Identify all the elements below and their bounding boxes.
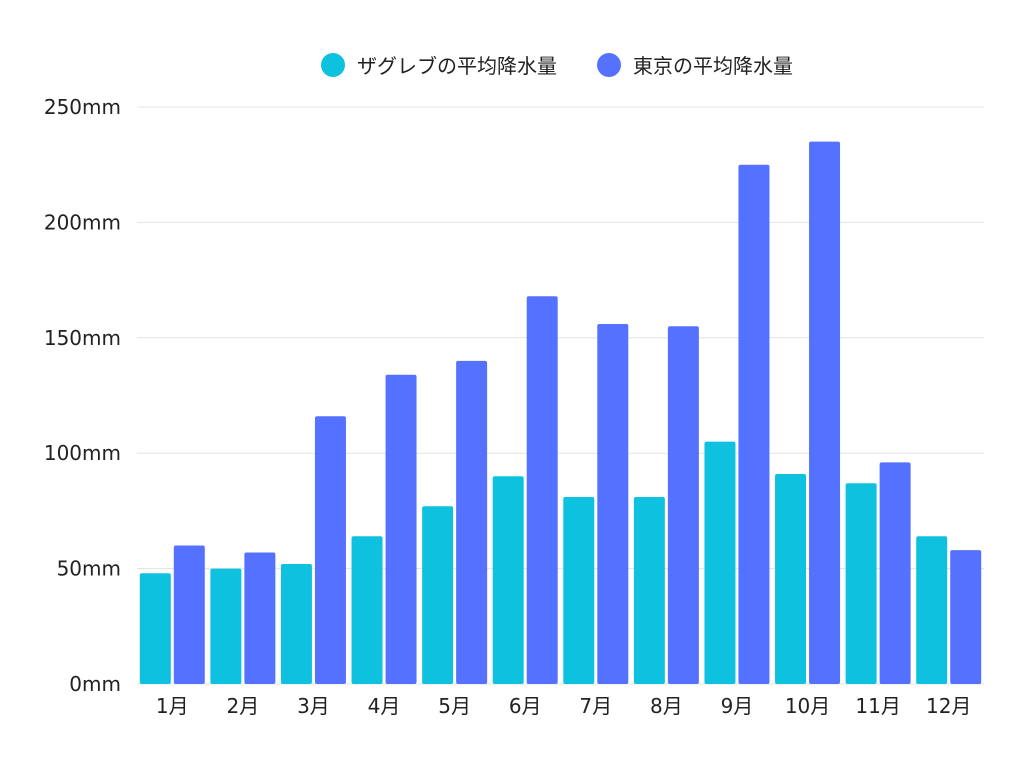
legend-swatch-zagreb — [321, 52, 345, 77]
bar-zagreb-8[interactable] — [633, 497, 665, 684]
bar-tokyo-11[interactable] — [879, 462, 911, 684]
legend-label-tokyo: 東京の平均降水量 — [633, 54, 793, 78]
bar-zagreb-2[interactable] — [210, 568, 242, 684]
x-tick-label: 1月 — [156, 694, 189, 718]
bar-tokyo-1[interactable] — [173, 545, 205, 684]
bar-zagreb-9[interactable] — [704, 441, 736, 684]
x-tick-label: 7月 — [579, 694, 612, 718]
x-tick-label: 2月 — [227, 694, 260, 718]
bar-zagreb-1[interactable] — [139, 573, 171, 684]
legend: ザグレブの平均降水量 東京の平均降水量 — [0, 50, 1024, 79]
bar-zagreb-11[interactable] — [845, 483, 877, 684]
bar-tokyo-6[interactable] — [526, 296, 558, 684]
bar-zagreb-12[interactable] — [916, 536, 948, 684]
x-tick-label: 6月 — [509, 694, 542, 718]
bar-tokyo-5[interactable] — [456, 360, 488, 684]
x-tick-label: 4月 — [368, 694, 401, 718]
bar-tokyo-10[interactable] — [809, 141, 841, 684]
x-tick-label: 3月 — [297, 694, 330, 718]
bar-tokyo-12[interactable] — [950, 550, 982, 684]
x-tick-label: 12月 — [926, 694, 971, 718]
legend-label-zagreb: ザグレブの平均降水量 — [357, 54, 557, 78]
y-tick-label: 50mm — [57, 557, 121, 581]
x-tick-label: 8月 — [650, 694, 683, 718]
bar-tokyo-3[interactable] — [314, 416, 346, 684]
y-tick-label: 250mm — [44, 95, 121, 119]
bar-zagreb-3[interactable] — [280, 563, 312, 684]
legend-swatch-tokyo — [597, 52, 621, 77]
x-tick-label: 10月 — [785, 694, 830, 718]
bar-tokyo-8[interactable] — [667, 326, 699, 684]
bar-zagreb-7[interactable] — [563, 497, 595, 684]
bar-zagreb-4[interactable] — [351, 536, 383, 684]
x-tick-label: 5月 — [438, 694, 471, 718]
x-tick-label: 11月 — [855, 694, 900, 718]
y-tick-label: 150mm — [44, 326, 121, 350]
bar-tokyo-7[interactable] — [597, 323, 629, 684]
y-tick-label: 100mm — [44, 441, 121, 465]
legend-item-zagreb[interactable]: ザグレブの平均降水量 — [321, 50, 557, 79]
y-tick-label: 0mm — [69, 672, 121, 696]
y-tick-label: 200mm — [44, 210, 121, 234]
bar-zagreb-10[interactable] — [775, 473, 807, 684]
x-tick-label: 9月 — [721, 694, 754, 718]
bar-tokyo-9[interactable] — [738, 164, 770, 684]
bar-tokyo-4[interactable] — [385, 374, 417, 684]
legend-item-tokyo[interactable]: 東京の平均降水量 — [597, 50, 793, 79]
bar-zagreb-6[interactable] — [492, 476, 524, 684]
bar-tokyo-2[interactable] — [244, 552, 276, 684]
bar-zagreb-5[interactable] — [422, 506, 454, 684]
